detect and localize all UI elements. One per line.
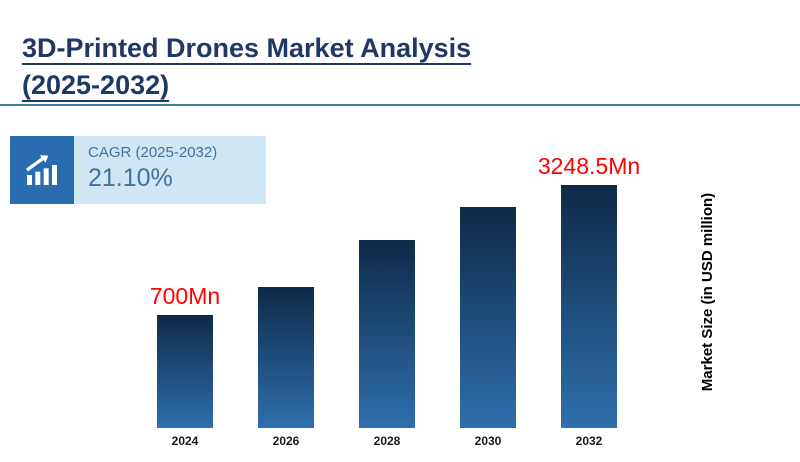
bar xyxy=(460,207,516,428)
x-tick-label: 2028 xyxy=(373,434,401,448)
bar xyxy=(157,315,213,428)
page-title-line2: (2025-2032) xyxy=(22,69,170,100)
y-axis-label: Market Size (in USD million) xyxy=(699,192,716,392)
x-tick-label: 2026 xyxy=(272,434,300,448)
bar xyxy=(359,240,415,428)
divider-line xyxy=(0,104,800,106)
bar-group: 3248.5Mn 2032 xyxy=(538,153,640,448)
bar xyxy=(258,287,314,428)
cagr-badge: CAGR (2025-2032) 21.10% xyxy=(10,136,266,204)
bar-group: 2030 xyxy=(460,202,516,448)
bar-group: 700Mn 2024 xyxy=(150,283,220,448)
x-tick-label: 2032 xyxy=(575,434,603,448)
bar xyxy=(561,185,617,428)
bar-value-label: 700Mn xyxy=(149,283,221,309)
x-tick-label: 2030 xyxy=(474,434,502,448)
cagr-label: CAGR (2025-2032) xyxy=(88,144,218,161)
cagr-value: 21.10% xyxy=(88,164,173,192)
page-title: 3D-Printed Drones Market Analysis (2025-… xyxy=(22,30,471,103)
bar-group: 2028 xyxy=(359,235,415,448)
bar-chart: 700Mn 2024 2026 2028 2030 3248.5Mn 2032 xyxy=(150,148,640,448)
x-tick-label: 2024 xyxy=(171,434,199,448)
page-title-line1: 3D-Printed Drones Market Analysis xyxy=(22,33,472,64)
bar-value-label: 3248.5Mn xyxy=(537,153,641,179)
trend-chart-icon xyxy=(10,136,74,204)
cagr-text-block: CAGR (2025-2032) 21.10% xyxy=(74,136,217,204)
bar-group: 2026 xyxy=(258,282,314,448)
